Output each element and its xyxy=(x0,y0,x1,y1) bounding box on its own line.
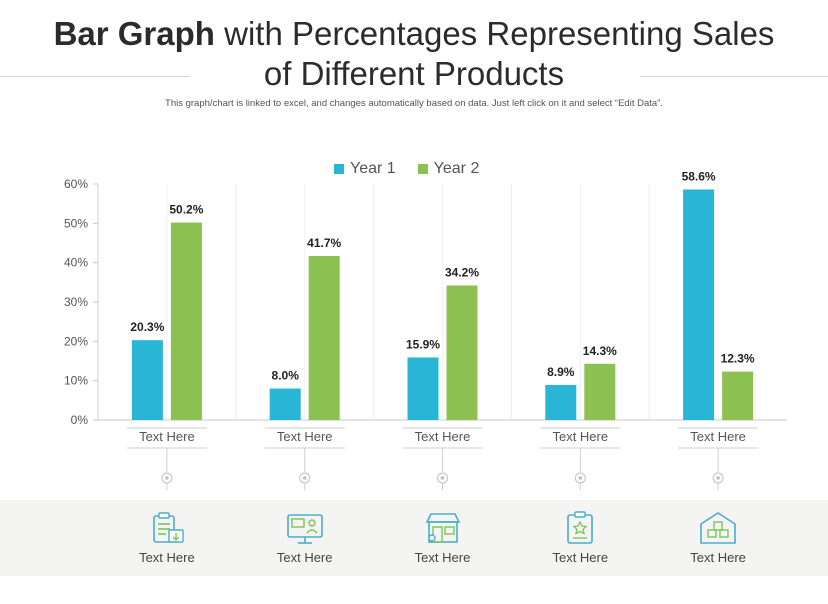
data-label: 34.2% xyxy=(445,265,479,279)
bottom-item: Text Here xyxy=(245,500,365,576)
category-label: Text Here xyxy=(139,429,195,444)
subtitle: This graph/chart is linked to excel, and… xyxy=(165,98,663,109)
data-label: 14.3% xyxy=(583,344,617,358)
bar-year1-1 xyxy=(131,340,163,420)
title-rule-right xyxy=(640,76,828,77)
data-label: 12.3% xyxy=(721,352,755,366)
chart-legend: Year 1 Year 2 xyxy=(334,158,501,180)
data-label: 8.9% xyxy=(547,365,575,379)
connector-pin-dot xyxy=(302,476,307,480)
page-title: Bar Graph with Percentages Representing … xyxy=(0,14,828,94)
y-tick-label: 20% xyxy=(64,334,88,348)
bottom-item-label: Text Here xyxy=(552,550,609,565)
data-label: 15.9% xyxy=(406,337,440,351)
y-tick-label: 50% xyxy=(64,216,88,230)
title-line2: of Different Products xyxy=(263,55,565,92)
legend-label-year2: Year 2 xyxy=(433,160,480,177)
title-rule-left xyxy=(0,76,190,77)
monitor-presentation-icon xyxy=(286,514,323,544)
category-label: Text Here xyxy=(690,429,746,444)
y-tick-label: 40% xyxy=(64,256,88,270)
legend-label-year1: Year 1 xyxy=(350,160,396,177)
connector-pin-dot xyxy=(440,476,445,480)
bar-year2-2 xyxy=(308,255,340,420)
clipboard-pencil-icon xyxy=(153,512,184,543)
legend-swatch-year2 xyxy=(417,164,428,174)
title-bold: Bar Graph xyxy=(53,15,215,52)
data-label: 58.6% xyxy=(682,170,716,184)
storefront-icon xyxy=(425,513,460,543)
bottom-icon-band xyxy=(0,500,828,576)
connector-pin-dot xyxy=(578,476,583,480)
data-label: 8.0% xyxy=(272,369,300,383)
connector-pin-dot xyxy=(165,476,169,480)
bottom-item-label: Text Here xyxy=(414,550,471,565)
warehouse-box-icon xyxy=(700,512,736,544)
data-label: 20.3% xyxy=(130,320,164,334)
bar-year1-4 xyxy=(545,384,577,420)
legend-item-year1: Year 1 xyxy=(334,160,396,178)
data-label: 50.2% xyxy=(169,203,203,217)
y-tick-label: 10% xyxy=(64,374,88,388)
y-tick-label: 60% xyxy=(64,177,88,191)
category-label: Text Here xyxy=(277,429,333,444)
connector-pin-dot xyxy=(716,476,720,480)
bar-year2-5 xyxy=(722,371,754,420)
bottom-item: Text Here xyxy=(520,500,640,576)
legend-item-year2: Year 2 xyxy=(417,160,480,178)
data-label: 41.7% xyxy=(307,236,341,250)
bar-chart: 0% 10% 20% 30% 40% 50% 60% 20.3% 50.2% Text Here 8… xyxy=(64,170,787,490)
bar-year1-2 xyxy=(269,388,301,420)
bottom-item-label: Text Here xyxy=(690,550,746,565)
badge-clipboard-icon xyxy=(567,511,594,544)
category-label: Text Here xyxy=(415,429,471,444)
category-label: Text Here xyxy=(552,429,608,444)
bar-year2-1 xyxy=(170,222,202,420)
legend-swatch-year1 xyxy=(334,164,344,174)
bar-year2-3 xyxy=(446,285,478,420)
title-rest: with Percentages Representing Sales xyxy=(214,15,775,52)
bottom-item: Text Here xyxy=(107,500,227,576)
y-tick-label: 30% xyxy=(64,295,88,309)
bar-year1-3 xyxy=(407,357,439,420)
bottom-item-label: Text Here xyxy=(276,550,333,565)
bottom-item: Text Here xyxy=(658,500,778,576)
bar-year2-4 xyxy=(584,363,616,420)
bottom-item: Text Here xyxy=(383,500,503,576)
y-tick-label: 0% xyxy=(71,413,89,427)
bottom-item-label: Text Here xyxy=(139,550,195,565)
bar-year1-5 xyxy=(683,189,715,420)
